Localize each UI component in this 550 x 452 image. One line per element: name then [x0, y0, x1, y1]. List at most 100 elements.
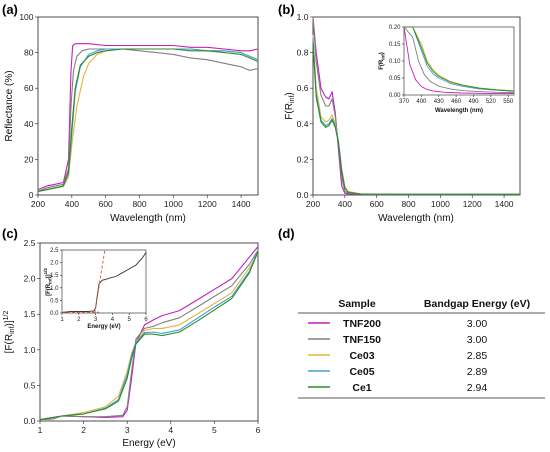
y-tick-label: 80: [24, 48, 34, 58]
x-tick-label: 600: [99, 199, 113, 209]
y-tick-label: 2.5: [24, 238, 36, 248]
x-tick-label: 370: [399, 99, 410, 105]
y-tick-label: 1.0: [50, 286, 59, 292]
y-tick-label: 0.2: [297, 154, 309, 164]
y-axis-title-c-sub: inf: [9, 326, 16, 333]
y-tick-label: 0: [29, 190, 34, 200]
y-tick-label: 0.20: [389, 25, 401, 31]
bandgap-table: Sample Bandgap Energy (eV) TNF200 3.00TNF…: [298, 298, 545, 399]
x-tick-label: 4: [168, 425, 173, 435]
x-axis-title-a: Wavelength (nm): [110, 213, 186, 224]
inset-lines-b: [403, 26, 515, 95]
inset-frame-c: [61, 249, 147, 314]
inset-x-title-c: Energy (eV): [87, 324, 120, 330]
y-tick-label: 0.10: [389, 59, 401, 65]
series-line-ce1: [37, 48, 259, 192]
x-tick-label: 5: [128, 317, 132, 323]
series-line-ce05: [404, 26, 515, 92]
x-tick-label: 5: [212, 425, 217, 435]
x-tick-label: 3: [94, 317, 98, 323]
y-tick-label: 0.6: [297, 83, 309, 93]
y-tick-label: 0.15: [389, 42, 401, 48]
plot-frame-a: [37, 16, 259, 196]
panel-label-d: (d): [278, 226, 295, 241]
panel-label-b: (b): [278, 2, 295, 17]
inset-y-title-c-b: )]: [46, 274, 52, 278]
x-tick-label: 400: [416, 99, 427, 105]
inset-x-title-b: Wavelength (nm): [435, 108, 483, 114]
x-tick-label: 1200: [198, 199, 217, 209]
y-tick-label: 40: [24, 119, 34, 129]
inset-y-title-b-sub: inf: [381, 54, 386, 60]
chart-panel-b: 200 400 600 800 1000 1200 1400 0.0 0.2 0.4 0.6 0.8 1…: [284, 12, 521, 224]
panel-label-a: (a): [2, 2, 18, 17]
table-cell-bandgap: 3.00: [467, 334, 488, 346]
x-tick-label: 1400: [232, 199, 251, 209]
series-line-ce1: [404, 26, 515, 92]
x-tick-label: 400: [338, 199, 352, 209]
table-cell-sample: Ce05: [349, 366, 374, 378]
y-axis-title-b: F(Rinf): [284, 92, 296, 119]
y-tick-label: 0.05: [389, 76, 401, 82]
y-axis-title-b-sub: inf: [289, 96, 296, 103]
y-tick-label: 0.8: [297, 48, 309, 58]
y-axis-title-a: Reflectance (%): [4, 70, 15, 141]
y-axis-title-c-a: [F(R: [4, 334, 15, 353]
x-tick-label: 460: [451, 99, 462, 105]
panel-label-c: (c): [2, 226, 18, 241]
series-line-tnf200: [403, 26, 514, 95]
x-axis-title-b: Wavelength (nm): [378, 213, 454, 224]
x-tick-label: 800: [401, 199, 415, 209]
table-rows: TNF200 3.00 TNF150 3.00 Ce03 2.85 Ce05 2.89 Ce1 2…: [308, 318, 487, 394]
y-axis-title-c: [F(Rinf)]1/2: [3, 311, 16, 354]
y-tick-label: 0.5: [24, 380, 36, 390]
inset-y-title-b-main: F(R: [379, 59, 385, 70]
y-tick-label: 2.0: [50, 261, 59, 267]
x-tick-label: 2: [81, 425, 86, 435]
table-cell-sample: Ce1: [352, 382, 371, 394]
x-tick-label: 6: [144, 317, 148, 323]
axis-ticks-c: 1 2 3 4 5 6 0.0 0.5 1.0 1.5 2.0 2.5: [24, 238, 261, 435]
table-cell-bandgap: 3.00: [467, 318, 488, 330]
y-tick-label: 60: [24, 83, 34, 93]
y-axis-title-c-b: )]: [4, 320, 15, 326]
tauc-tangent-line: [94, 249, 106, 314]
table-header-bandgap: Bandgap Energy (eV): [424, 298, 530, 310]
x-tick-label: 4: [111, 317, 115, 323]
inset-y-title-c-sub: inf: [48, 278, 53, 284]
x-tick-label: 1400: [495, 199, 514, 209]
x-tick-label: 1: [38, 425, 43, 435]
x-tick-label: 550: [503, 99, 514, 105]
y-tick-label: 0.4: [297, 119, 309, 129]
y-tick-label: 0.5: [50, 298, 59, 304]
table-cell-sample: TNF200: [343, 318, 381, 330]
x-tick-label: 2: [77, 317, 81, 323]
axis-ticks-a: 200 400 600 800 1000 1200 1400 0 20 40 60 80 100: [19, 12, 250, 209]
series-line-tnf150: [403, 26, 515, 94]
inset-lines-c: [61, 249, 147, 314]
plot-frame-c: [39, 242, 259, 422]
y-tick-label: 2.5: [50, 248, 59, 254]
y-tick-label: 100: [19, 12, 33, 22]
x-tick-label: 430: [434, 99, 445, 105]
inset-curve-c: [61, 252, 147, 313]
table-cell-bandgap: 2.85: [467, 350, 488, 362]
inset-y-title-b: F(Rinf): [379, 52, 386, 70]
inset-y-title-c-a: [F(R: [46, 283, 52, 296]
x-tick-label: 3: [125, 425, 130, 435]
table-cell-sample: Ce03: [349, 350, 374, 362]
x-axis-title-c: Energy (eV): [122, 438, 175, 449]
y-tick-label: 0.0: [50, 311, 59, 317]
table-cell-bandgap: 2.89: [467, 366, 488, 378]
y-axis-title-b-end: ): [284, 92, 295, 95]
y-tick-label: 1.5: [24, 309, 36, 319]
x-tick-label: 1000: [164, 199, 183, 209]
inset-ticks-c: 1 2 3 4 5 6 0.0 0.5 1.0 1.5 2.0 2.5: [50, 248, 148, 323]
x-tick-label: 1200: [463, 199, 482, 209]
y-tick-label: 1.0: [297, 12, 309, 22]
table-header-sample: Sample: [338, 298, 376, 310]
inset-ticks-b: 370 400 430 460 490 520 550 0.00 0.05 0.10 0.15 0.2…: [389, 25, 514, 105]
y-tick-label: 0.0: [24, 416, 36, 426]
series-lines-b: [312, 16, 520, 196]
